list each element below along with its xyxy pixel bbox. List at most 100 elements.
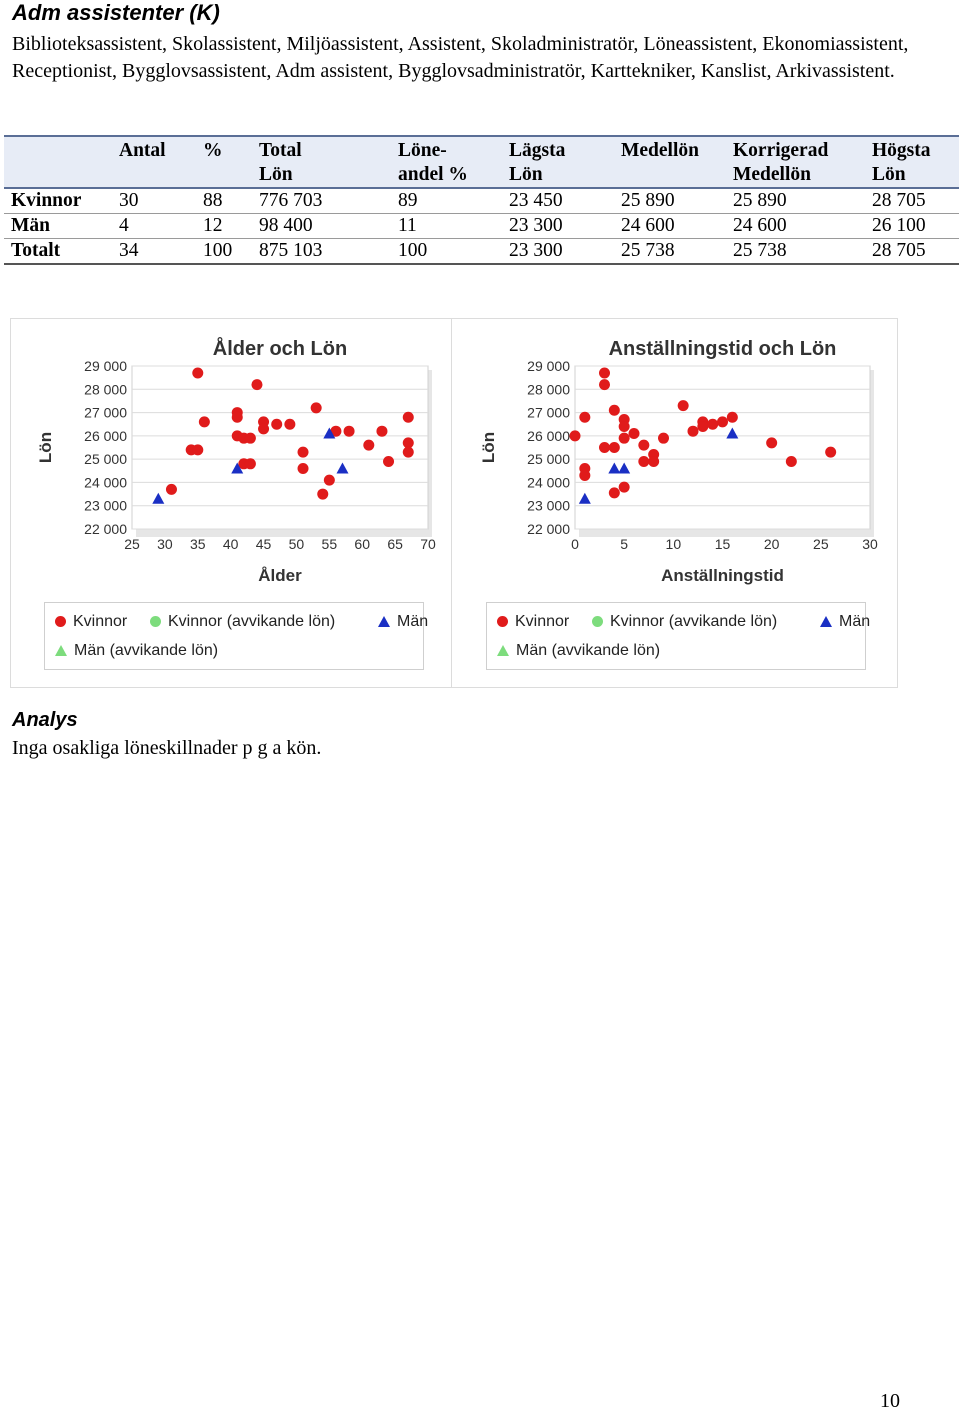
legend-marker [378, 616, 390, 628]
point-man [618, 462, 631, 474]
chart-title: Anställningstid och Lön [609, 338, 837, 360]
point-kvinna [363, 439, 375, 451]
chart-title: Ålder och Lön [213, 336, 347, 360]
y-axis-label: Lön [36, 432, 55, 463]
y-tick-label: 25 000 [527, 451, 570, 467]
x-tick-label: 30 [157, 536, 173, 552]
table-header-cell: Total Lön [252, 135, 391, 189]
legend-label: Kvinnor [73, 613, 128, 630]
header-line: andel % [398, 164, 468, 185]
y-tick-label: 22 000 [84, 521, 127, 537]
table-header-cell: Löne-andel % [391, 135, 502, 189]
legend-item: Kvinnor (avvikande lön) [150, 613, 335, 631]
legend-marker [592, 616, 603, 628]
legend-label: Kvinnor (avvikande lön) [610, 613, 778, 630]
analysis-heading: Analys [12, 709, 78, 731]
plot-area [574, 365, 871, 530]
point-kvinna [317, 488, 329, 500]
point-kvinna [599, 367, 610, 379]
point-kvinna [638, 439, 650, 451]
chart-age-salary-svg: 22 000 23 000 24 000 25 000 26 000 27 000 28 0… [36, 336, 436, 585]
x-tick-label: 70 [420, 536, 436, 552]
analysis-text: Inga osakliga löneskillnader p g a kön. [12, 737, 322, 759]
point-kvinna [569, 430, 581, 442]
point-kvinna [717, 416, 728, 428]
x-tick-label: 5 [620, 536, 628, 552]
table-cell: 24 600 [726, 213, 865, 239]
x-tick-label: 15 [715, 536, 731, 552]
point-kvinna [697, 421, 709, 433]
point-kvinna [258, 423, 270, 435]
point-kvinna [402, 446, 414, 458]
legend-marker [55, 645, 67, 657]
table-cell: 23 450 [502, 188, 614, 214]
header-line: Lön [872, 164, 906, 185]
y-tick-label: 27 000 [84, 405, 127, 421]
x-tick-label: 30 [862, 536, 878, 552]
header-line: Högsta [872, 140, 931, 161]
point-kvinna [648, 455, 660, 467]
header-line: Antal [119, 140, 166, 161]
legend-marker [55, 616, 66, 628]
point-kvinna [330, 425, 342, 437]
point-kvinna [165, 483, 177, 495]
y-tick-label: 28 000 [84, 381, 127, 397]
legend-label: Män (avvikande lön) [516, 642, 661, 659]
header-line: % [203, 140, 223, 161]
table-cell: 100 [196, 238, 252, 265]
legend-marker [497, 616, 508, 628]
x-tick-label: 55 [322, 536, 338, 552]
point-kvinna [323, 474, 335, 486]
legend-item: Kvinnor [497, 613, 569, 631]
y-tick-label: 28 000 [527, 381, 570, 397]
table-cell: 875 103 [252, 238, 391, 265]
point-kvinna [297, 446, 309, 458]
point-kvinna [284, 418, 296, 430]
table-header-cell: Högsta Lön [865, 135, 959, 189]
table-row: Kvinnor 30 88 776 703 89 23 450 25 890 25 890 28… [4, 188, 959, 214]
table-header-cell [4, 135, 112, 189]
table-header-cell: Antal [112, 135, 196, 189]
point-kvinna [579, 411, 591, 423]
header-line: Medellön [733, 164, 811, 185]
table-row: Totalt 34 100 875 103 100 23 300 25 738 25 738 2… [4, 238, 959, 265]
header-line [119, 163, 192, 187]
table-cell: 28 705 [865, 188, 959, 214]
point-kvinna [599, 442, 610, 453]
point-kvinna [707, 418, 719, 430]
table-cell: 26 100 [865, 213, 959, 239]
page-title: Adm assistenter (K) [12, 0, 220, 25]
table-cell: 88 [196, 188, 252, 214]
table-header-cell: % [196, 135, 252, 189]
legend-marker [150, 616, 161, 628]
header-line: Lön [509, 164, 543, 185]
legend-label: Män [397, 613, 429, 630]
point-kvinna [618, 481, 630, 493]
point-kvinna [608, 487, 620, 499]
point-kvinna [726, 411, 738, 423]
point-kvinna [297, 462, 309, 474]
x-tick-label: 45 [256, 536, 272, 552]
x-tick-label: 50 [289, 536, 305, 552]
table-cell: 12 [196, 213, 252, 239]
y-tick-label: 23 000 [527, 498, 570, 514]
table-cell: 30 [112, 188, 196, 214]
point-kvinna [244, 458, 256, 470]
point-kvinna [599, 379, 610, 391]
point-kvinna [579, 469, 591, 481]
x-axis-label: Anställningstid [661, 566, 784, 585]
header-line [11, 139, 108, 163]
table-cell: 23 300 [502, 213, 614, 239]
header-line [203, 163, 248, 187]
point-kvinna [658, 432, 669, 444]
table-header-cell: Korrigerad Medellön [726, 135, 865, 189]
chart-tenure-salary-svg: 22 000 23 000 24 000 25 000 26 000 27 000 28 0… [479, 338, 878, 585]
header-line: Korrigerad [733, 140, 829, 161]
legend-item: Kvinnor (avvikande lön) [592, 613, 777, 631]
point-kvinna [310, 402, 322, 414]
y-tick-label: 22 000 [527, 521, 570, 537]
y-tick-label: 29 000 [84, 358, 127, 374]
y-tick-label: 23 000 [84, 498, 127, 514]
point-kvinna [271, 418, 283, 430]
table-cell: 25 738 [614, 238, 726, 265]
